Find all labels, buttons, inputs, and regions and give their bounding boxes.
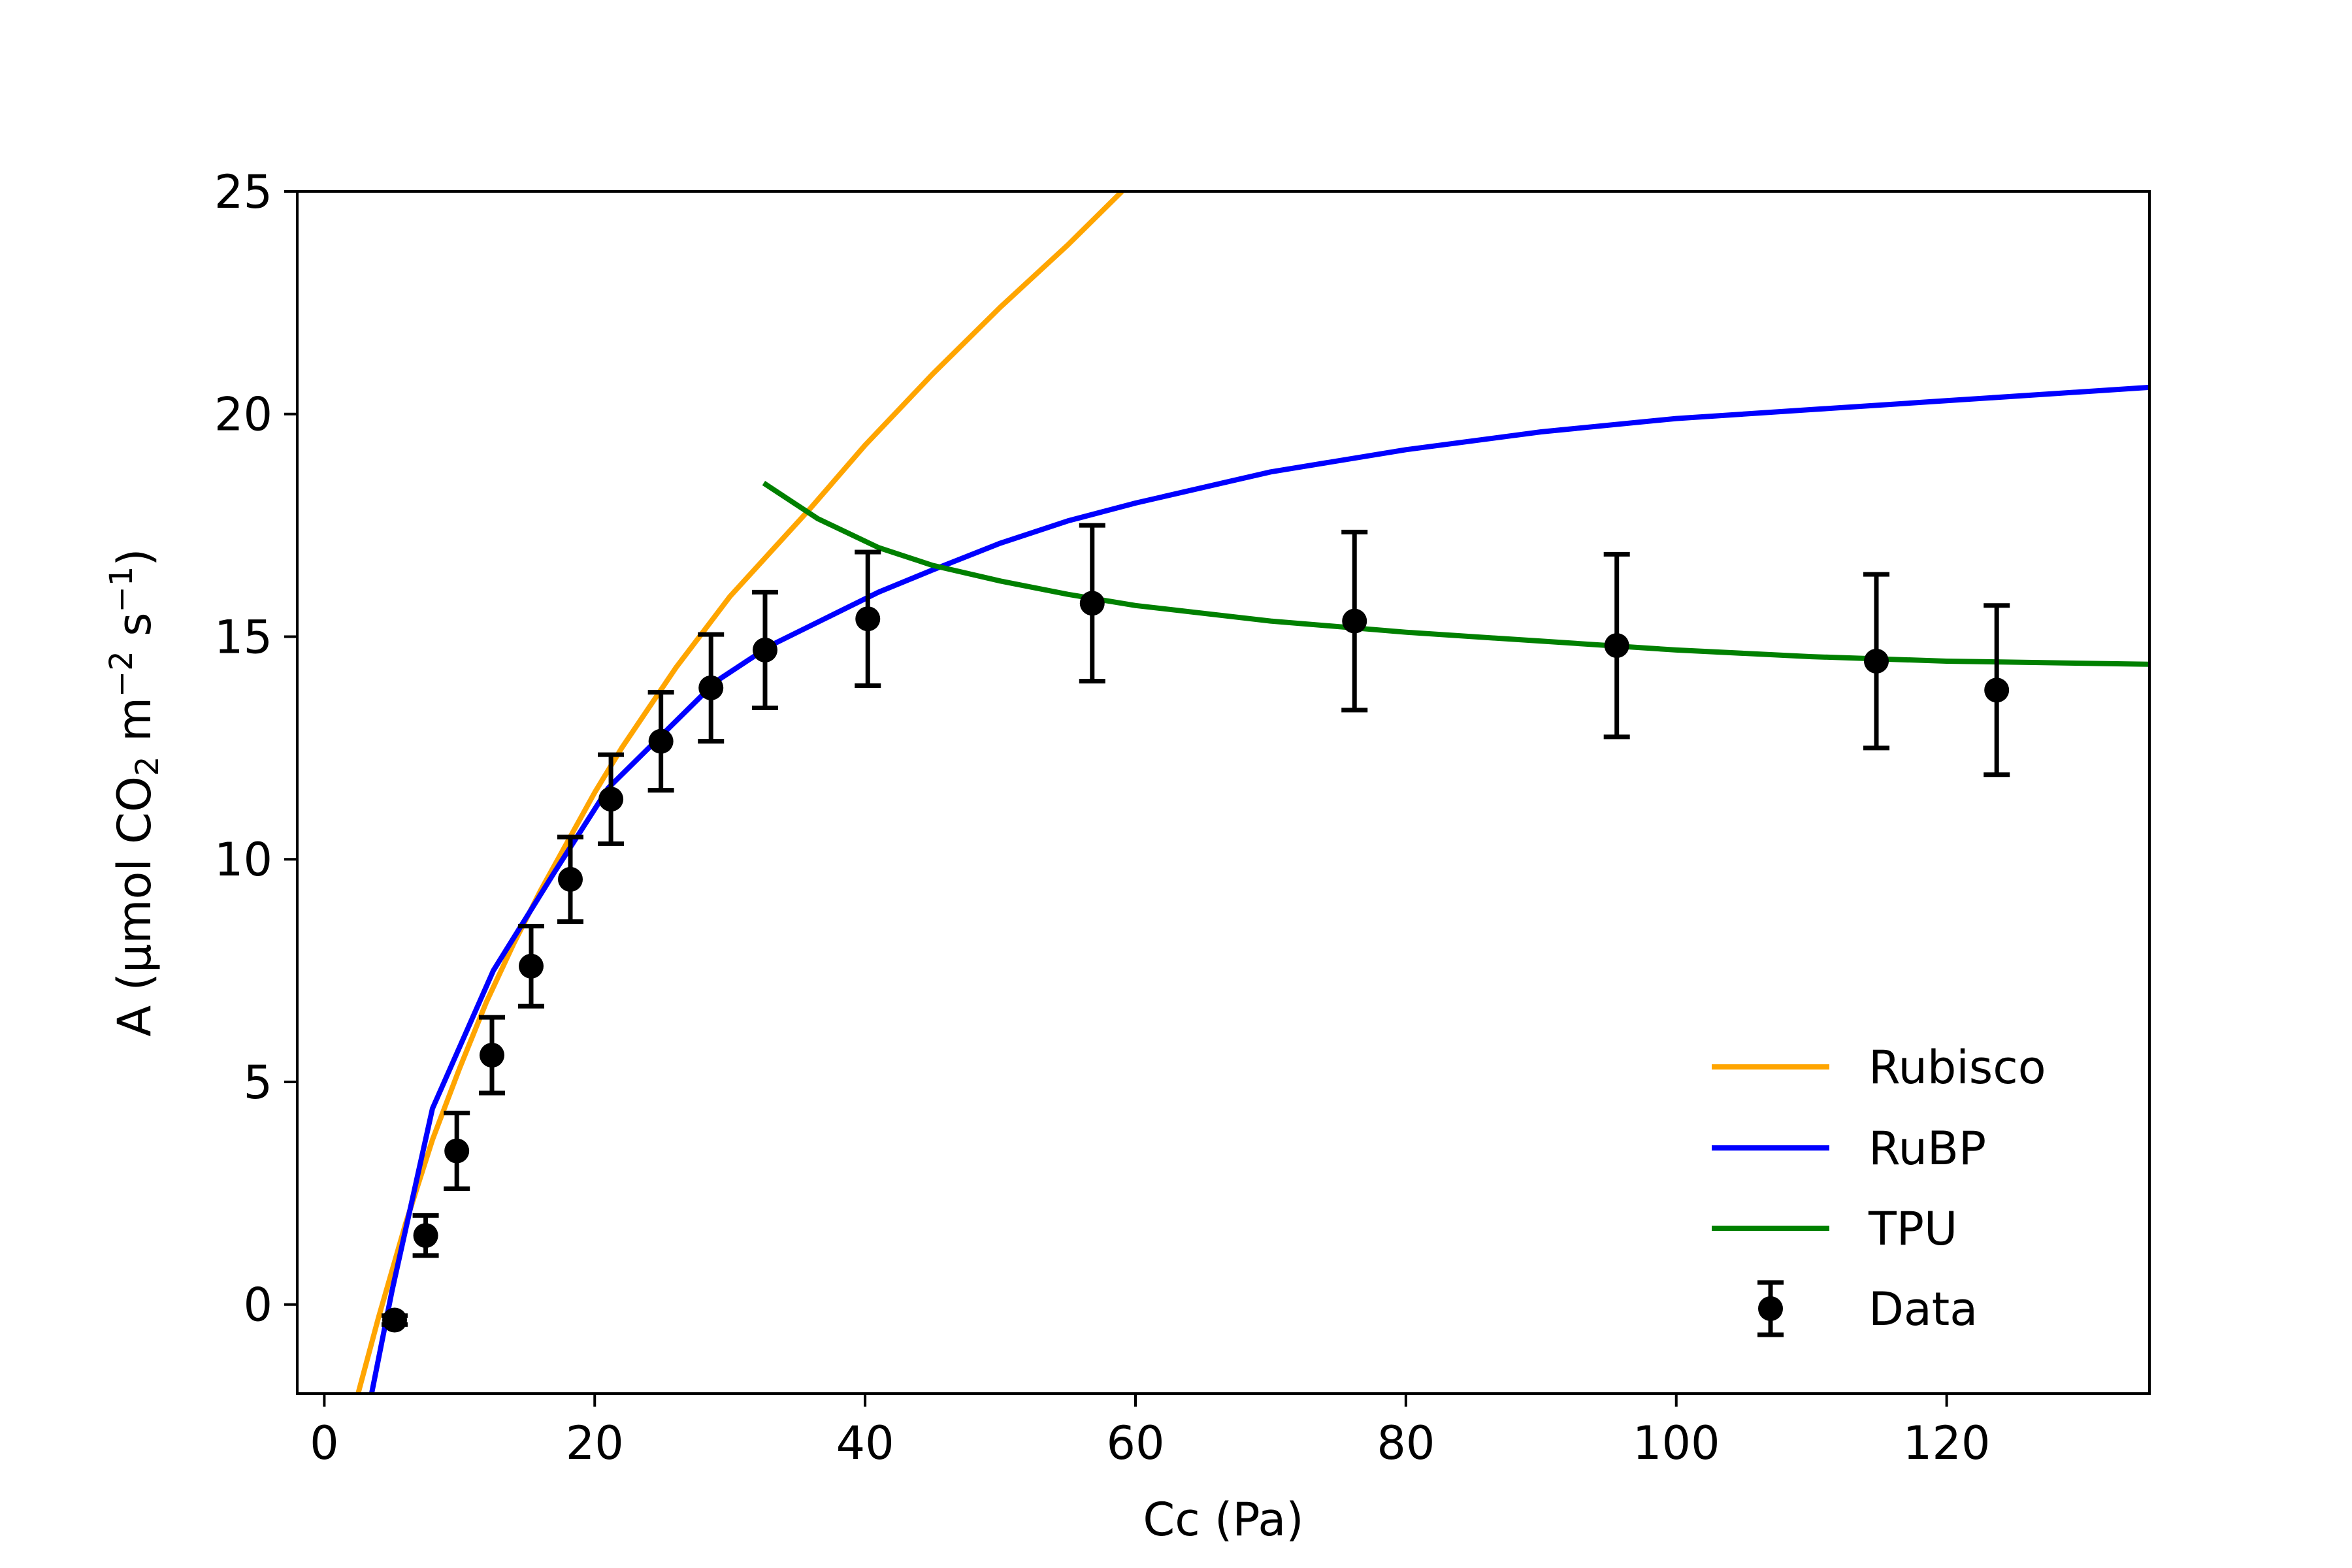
data-point <box>1863 648 1889 674</box>
y-axis-label-m-superscript: −2 <box>103 651 140 697</box>
data-point <box>598 787 624 812</box>
series-line-tpu <box>762 481 2149 667</box>
x-tick-label: 0 <box>310 1416 339 1470</box>
y-axis-label: A (μmol CO2 m−2 s−1) <box>103 548 166 1036</box>
plot-area-frame <box>296 190 2151 1395</box>
x-tick-label: 40 <box>836 1416 894 1470</box>
y-tick-label: 20 <box>214 388 272 442</box>
series-layer <box>355 191 2149 1394</box>
legend-label-tpu: TPU <box>1868 1202 1957 1256</box>
data-point <box>382 1307 407 1333</box>
ticks-layer: 0 20 40 60 80 100 120 0 5 10 15 20 25 <box>214 165 1990 1470</box>
data-point <box>752 637 777 662</box>
legend-label-data: Data <box>1869 1282 1978 1336</box>
y-tick-label: 25 <box>214 165 272 219</box>
legend: Rubisco RuBP TPU Data <box>1712 1041 2046 1337</box>
data-point <box>648 728 674 754</box>
y-axis-label-lead: A (μmol CO <box>108 776 161 1037</box>
data-point <box>1079 591 1105 616</box>
x-tick-label: 120 <box>1903 1416 1991 1470</box>
series-line-rubp <box>368 384 2149 1394</box>
legend-label-rubp: RuBP <box>1869 1122 1986 1175</box>
data-point <box>1604 633 1629 659</box>
data-point <box>698 675 724 700</box>
y-tick-label: 10 <box>214 833 272 887</box>
series-line-rubisco <box>355 191 1124 1394</box>
y-tick-label: 15 <box>214 610 272 664</box>
y-axis-label-m: m <box>108 697 161 756</box>
data-point <box>413 1223 438 1249</box>
y-axis-label-close: ) <box>108 548 161 566</box>
data-point <box>1984 678 2010 703</box>
legend-swatch-marker <box>1758 1296 1783 1321</box>
x-tick-label: 100 <box>1633 1416 1720 1470</box>
x-tick-label: 20 <box>566 1416 624 1470</box>
y-tick-label: 0 <box>243 1279 272 1332</box>
data-point <box>479 1043 504 1068</box>
data-point <box>558 866 583 892</box>
data-point <box>855 606 881 632</box>
y-axis-label-s: s <box>108 612 161 651</box>
data-point <box>444 1138 470 1164</box>
data-point <box>518 953 544 979</box>
x-axis-label: Cc (Pa) <box>1143 1493 1303 1546</box>
y-tick-label: 5 <box>243 1056 272 1109</box>
y-axis-label-co2-subscript: 2 <box>129 756 166 776</box>
x-tick-label: 80 <box>1377 1416 1435 1470</box>
data-point <box>1342 608 1367 634</box>
x-tick-label: 60 <box>1106 1416 1164 1470</box>
y-axis-label-s-superscript: −1 <box>103 566 140 613</box>
legend-label-rubisco: Rubisco <box>1869 1041 2046 1094</box>
